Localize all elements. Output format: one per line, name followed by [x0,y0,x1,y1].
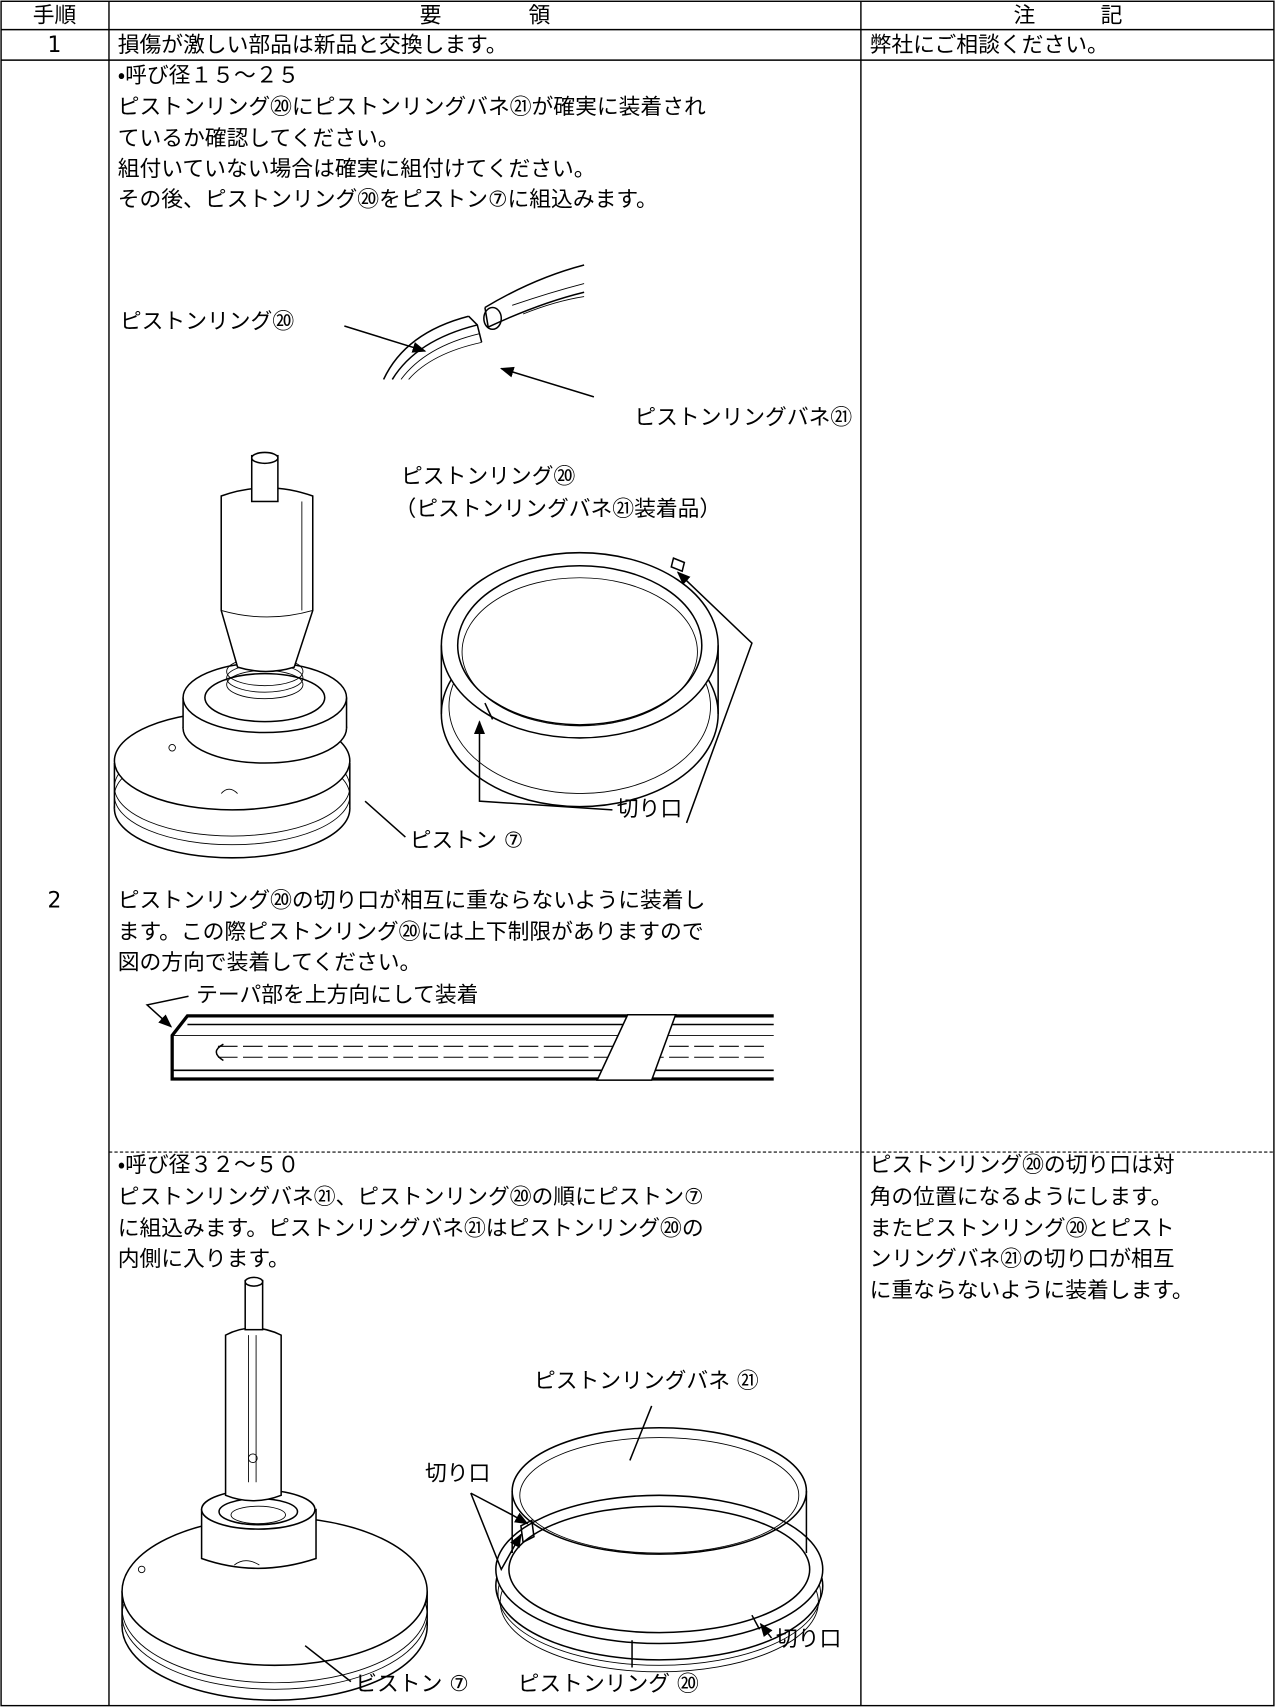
ring-illustration-part [484,702,494,720]
figure-label: ビストン ⑦ [355,1672,469,1697]
leader-arrow [676,571,753,824]
ring-illustration-part [495,1494,824,1645]
note-text: に重ならないように装着します。 [870,1279,1194,1304]
piston-illustration-part [224,1327,282,1502]
note-text: 弊社にご相談ください。 [870,33,1109,58]
ring-spring-illustration-part [408,341,482,380]
note-text: ピストンリング⑳の切り口は対 [870,1153,1175,1178]
procedure-text: ます。この際ピストンリング⑳には上下制限がありますので [118,920,704,945]
piston-illustration-part [221,610,313,618]
leader-line [629,1405,653,1461]
piston-illustration-part [137,1565,146,1574]
step-number: 1 [48,33,62,58]
leader-arrow [473,720,613,811]
note-text: ンリングバネ㉑の切り口が相互 [870,1247,1175,1272]
leader-arrow [499,366,595,398]
piston-illustration-part [248,1453,258,1464]
ring-spring-illustration [382,264,585,380]
taper-illustration [170,1013,774,1081]
procedure-text: ピストンリングバネ㉑、ピストンリング⑳の順にピストン⑦ [118,1185,704,1210]
procedure-text: ているか確認してください。 [118,127,400,152]
ring-spring-illustration-part [484,307,489,328]
leader-arrow [470,1492,522,1572]
piston-illustration-part [220,487,314,673]
figure-label: 切り口 [776,1627,841,1652]
note-text: またピストンリング⑳とピスト [870,1216,1175,1241]
figure-label: ピストン ⑦ [410,828,524,853]
piston-illustration-part [244,1279,264,1331]
header-cell: 要 領 [420,4,551,29]
figure-label: ピストンリングバネ ㉑ [534,1369,759,1394]
piston-illustration [113,451,351,859]
figure-label: テーパ部を上方向にして装着 [196,983,478,1008]
ring-spring-illustration-part [512,283,585,306]
procedure-text: 内側に入ります。 [118,1247,290,1272]
procedure-text: その後、ピストンリング⑳をピストン⑦に組込みます。 [118,188,658,213]
ring-spring-illustration-part [382,315,469,380]
header-cell: 手順 [33,4,77,29]
leader-line [364,800,406,838]
ring-illustration [495,1426,824,1673]
size-heading: ・呼び径１５～２５ [118,63,300,88]
procedure-text: ピストンリング⑳の切り口が相互に重ならないように装着し [118,888,706,913]
ring-spring-illustration-part [487,291,585,328]
figure-label: ピストンリング⑳ [120,310,294,335]
procedure-text: に組込みます。ピストンリングバネ㉑はピストンリング⑳の [118,1216,704,1241]
piston-illustration-part [244,1276,264,1287]
step-number: 2 [48,888,62,913]
ring-spring-illustration-part [391,324,478,380]
figure-label: 切り口 [617,797,682,822]
piston-illustration-part [230,1505,286,1525]
ring-spring-illustration-part [522,296,585,315]
leader-line [304,1645,352,1683]
ring-illustration-part [456,564,703,726]
size-heading: ・呼び径３２～５０ [118,1153,300,1178]
leader-arrow [145,995,189,1028]
piston-illustration-part [234,1560,260,1566]
procedure-text: 組付いていない場合は確実に組付けてください。 [118,157,596,182]
figure-label: 切り口 [425,1462,490,1487]
figure-label: ピストンリングバネ㉑ [634,406,852,431]
figure-label: （ピストンリングバネ㉑装着品） [394,497,721,522]
header-cell: 注 記 [1013,4,1122,29]
piston-illustration [121,1276,428,1701]
leader-arrow [759,1622,773,1639]
ring-spring-illustration-part [468,315,483,343]
note-text: 角の位置になるようにします。 [870,1185,1173,1210]
taper-illustration-part [215,1043,224,1062]
procedure-text: 図の方向で装着してください。 [118,951,422,976]
piston-illustration-part [168,744,176,752]
ring-illustration-part [751,1614,761,1630]
ring-illustration-part [461,577,698,727]
piston-illustration-part [220,788,238,794]
ring-illustration-part [508,1505,811,1634]
piston-illustration-part [250,451,279,465]
procedure-text: 損傷が激しい部品は新品と交換します。 [118,33,508,58]
piston-illustration-part [204,672,326,723]
ring-spring-illustration-part [400,333,480,380]
figure-label: ピストンリング⑳ [401,464,575,489]
figure-label: ピストンリング ⑳ [518,1672,699,1697]
ring-spring-illustration-part [483,306,503,331]
leader-arrow [470,1492,529,1525]
ring-illustration-part [519,1437,800,1554]
ring-illustration-part [440,551,719,739]
procedure-text: ピストンリング⑳にピストンリングバネ㉑が確実に装着され [118,95,706,120]
leader-arrow [344,325,427,353]
taper-illustration-part [595,1013,677,1081]
ring-illustration [440,551,719,808]
ring-illustration-part [670,557,686,573]
ring-spring-illustration-part [484,264,585,309]
